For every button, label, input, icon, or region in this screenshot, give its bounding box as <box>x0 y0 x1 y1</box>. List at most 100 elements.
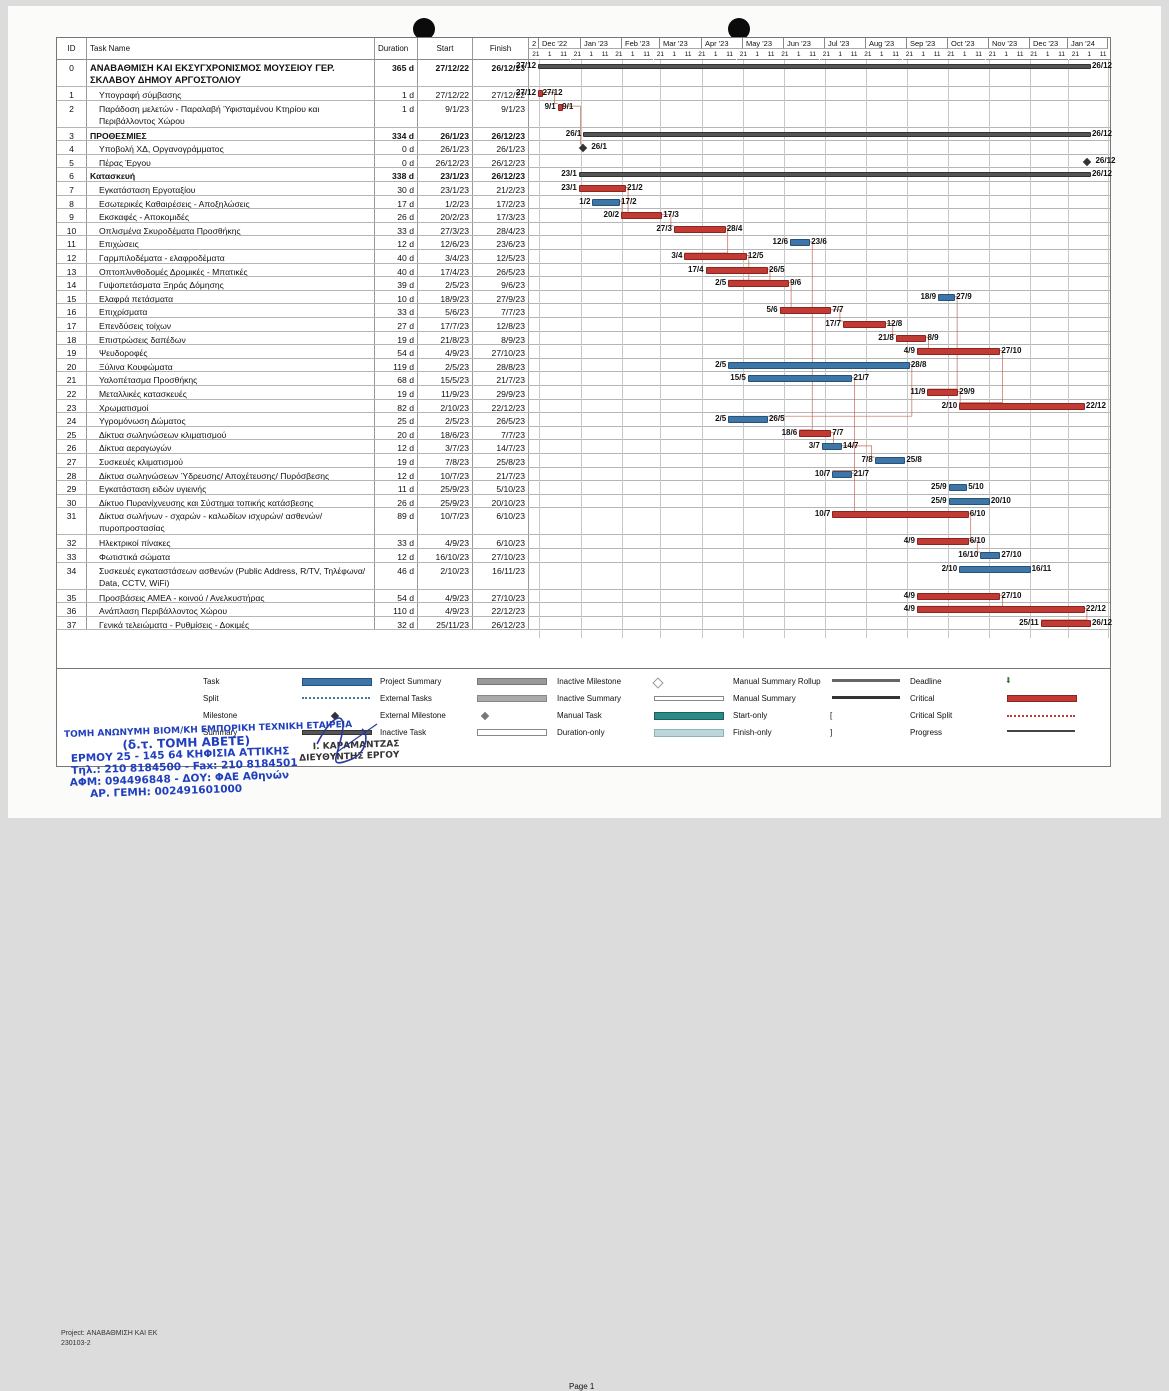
task-bar[interactable] <box>621 212 663 220</box>
task-finish: 21/7/23 <box>473 467 529 481</box>
table-row[interactable]: 0 ΑΝΑΒΑΘΜΙΣΗ ΚΑΙ ΕΚΣΥΓΧΡΟΝΙΣΜΟΣ ΜΟΥΣΕΙΟΥ … <box>57 60 1110 87</box>
table-row[interactable]: 21 Υαλοπέτασμα Προσθήκης 68 d 15/5/23 21/7/2… <box>57 372 1110 386</box>
task-id: 5 <box>57 154 87 168</box>
timescale-day: 1 <box>874 49 889 60</box>
task-bar[interactable] <box>959 565 1031 573</box>
table-row[interactable]: 26 Δίκτυα αεραγωγών 12 d 3/7/23 14/7/23 <box>57 440 1110 454</box>
task-bar[interactable] <box>790 239 811 247</box>
task-duration: 30 d <box>375 182 418 195</box>
summary-bar[interactable] <box>578 172 1091 178</box>
task-name: Παράδοση μελετών - Παραλαβή Ύφισταμένου … <box>87 100 375 127</box>
table-row[interactable]: 24 Υγρομόνωση Δώματος 25 d 2/5/23 26/5/23 <box>57 413 1110 427</box>
table-row[interactable]: 6 Κατασκευή 338 d 23/1/23 26/12/23 <box>57 168 1110 182</box>
table-row[interactable]: 7 Εγκατάσταση Εργοταξίου 30 d 23/1/23 21/2/2… <box>57 182 1110 196</box>
table-row[interactable]: 10 Οπλισμένα Σκυροδέματα Προσθήκης 33 d 27/… <box>57 222 1110 237</box>
table-row[interactable]: 34 Συσκευές εγκαταστάσεων ασθενών (Public… <box>57 562 1110 590</box>
table-row[interactable]: 9 Εκσκαφές - Αποκομιδές 26 d 20/2/23 17/3/23 <box>57 209 1110 223</box>
task-bar[interactable] <box>832 470 853 478</box>
task-name: Επιχώσεις <box>87 236 375 249</box>
table-row[interactable]: 8 Εσωτερικές Καθαιρέσεις - Αποξηλώσεις 17 … <box>57 195 1110 210</box>
task-bar[interactable] <box>916 592 1001 600</box>
task-bar[interactable] <box>842 321 886 328</box>
task-finish: 7/7/23 <box>473 304 529 317</box>
table-row[interactable]: 12 Γαρμπιλοδέματα - ελαφροδέματα 40 d 3/4/2… <box>57 250 1110 264</box>
task-bar[interactable] <box>980 552 1001 559</box>
bar-start-label: 27/3 <box>656 223 672 233</box>
task-bar[interactable] <box>728 280 790 288</box>
task-bar[interactable] <box>705 266 768 274</box>
task-start: 11/9/23 <box>418 386 473 399</box>
summary-bar[interactable] <box>538 64 1091 69</box>
table-row[interactable]: 2 Παράδοση μελετών - Παραλαβή Ύφισταμένου… <box>57 100 1110 128</box>
task-bar[interactable] <box>948 497 990 505</box>
task-bar[interactable] <box>799 429 832 437</box>
task-bar[interactable] <box>684 253 747 260</box>
task-start: 26/1/23 <box>418 141 473 154</box>
task-bar[interactable] <box>557 103 563 111</box>
table-row[interactable]: 37 Γενικά τελειώματα - Ρυθμίσεις - Δοκιμέ… <box>57 616 1110 631</box>
task-bar[interactable] <box>916 348 1001 356</box>
task-bar[interactable] <box>959 402 1085 410</box>
table-row[interactable]: 19 Ψευδοροφές 54 d 4/9/23 27/10/23 <box>57 345 1110 359</box>
table-row[interactable]: 31 Δίκτυα σωλήνων - σχαρών - καλωδίων ισχ… <box>57 508 1110 536</box>
task-bar[interactable] <box>916 606 1085 614</box>
table-row[interactable]: 32 Ηλεκτρικοί πίνακες 33 d 4/9/23 6/10/23 <box>57 535 1110 549</box>
task-bar[interactable] <box>779 307 832 315</box>
task-bar[interactable] <box>948 484 968 492</box>
task-bar[interactable] <box>938 293 956 301</box>
bar-start-label: 26/1 <box>565 128 582 138</box>
table-row[interactable]: 25 Δίκτυα σωληνώσεων κλιματισμού 20 d 18/6/… <box>57 426 1110 441</box>
bar-start-label: 18/6 <box>781 427 798 437</box>
table-row[interactable]: 14 Γυψοπετάσματα Ξηράς Δόμησης 39 d 2/5/23 9… <box>57 277 1110 291</box>
table-row[interactable]: 23 Χρωματισμοί 82 d 2/10/23 22/12/23 <box>57 399 1110 414</box>
timescale-day: 11 <box>722 49 737 60</box>
task-bar[interactable] <box>673 225 726 233</box>
table-row[interactable]: 16 Επιχρίσματα 33 d 5/6/23 7/7/23 <box>57 304 1110 318</box>
milestone-marker[interactable] <box>1083 157 1092 167</box>
task-duration: 54 d <box>375 589 418 603</box>
table-row[interactable]: 30 Δίκτυο Πυρανίχνευσης και Σύστημα τοπικ… <box>57 494 1110 509</box>
table-row[interactable]: 29 Εγκατάσταση ειδών υγιεινής 11 d 25/9/23 5… <box>57 481 1110 495</box>
table-row[interactable]: 1 Υπογραφή σύμβασης 1 d 27/12/22 27/12/22 <box>57 87 1110 101</box>
task-bar[interactable] <box>578 185 627 192</box>
table-row[interactable]: 4 Υποβολή ΧΔ, Οργανογράμματος 0 d 26/1/23 26… <box>57 141 1110 155</box>
table-row[interactable]: 17 Επενδύσεις τοίχων 27 d 17/7/23 12/8/23 <box>57 318 1110 332</box>
timescale-day: 21 <box>778 49 792 60</box>
task-bar[interactable] <box>821 443 842 451</box>
table-row[interactable]: 18 Επιστρώσεις δαπέδων 19 d 21/8/23 8/9/23 <box>57 331 1110 346</box>
table-row[interactable]: 28 Δίκτυα σωληνώσεων Ύδρευσης/ Αποχέτευση… <box>57 467 1110 482</box>
col-header-duration: Duration <box>375 38 418 60</box>
task-bar[interactable] <box>916 538 969 546</box>
task-bar[interactable] <box>747 375 853 383</box>
table-row[interactable]: 20 Ξύλινα Κουφώματα 119 d 2/5/23 28/8/23 <box>57 358 1110 373</box>
timescale-day: 1 <box>833 49 848 60</box>
table-row[interactable]: 11 Επιχώσεις 12 d 12/6/23 23/6/23 <box>57 236 1110 250</box>
task-id: 0 <box>57 60 87 86</box>
task-bar[interactable] <box>592 198 621 206</box>
table-row[interactable]: 36 Ανάπλαση Περιβάλλοντος Χώρου 110 d 4/9/2… <box>57 603 1110 617</box>
table-row[interactable]: 3 ΠΡΟΘΕΣΜΙΕΣ 334 d 26/1/23 26/12/23 <box>57 127 1110 142</box>
table-row[interactable]: 5 Πέρας Έργου 0 d 26/12/23 26/12/23 <box>57 154 1110 169</box>
legend-split: Split <box>203 694 219 703</box>
task-duration: 39 d <box>375 277 418 290</box>
task-bar[interactable] <box>895 334 927 342</box>
table-row[interactable]: 22 Μεταλλικές κατασκευές 19 d 11/9/23 29/9/2… <box>57 386 1110 400</box>
task-finish: 27/10/23 <box>473 589 529 603</box>
table-row[interactable]: 27 Συσκευές κλιματισμού 19 d 7/8/23 25/8/23 <box>57 454 1110 468</box>
task-bar[interactable] <box>728 416 768 424</box>
task-bar[interactable] <box>874 457 906 464</box>
task-bar[interactable] <box>728 361 910 369</box>
table-row[interactable]: 13 Οπτοπλινθοδομές Δρομικές - Μπατικές 40 … <box>57 263 1110 278</box>
task-id: 11 <box>57 236 87 249</box>
task-bar[interactable] <box>538 90 544 97</box>
task-bar[interactable] <box>1040 619 1091 627</box>
task-bar[interactable] <box>832 511 969 519</box>
bar-start-label: 21/8 <box>878 332 894 342</box>
table-row[interactable]: 33 Φωτιστικά σώματα 12 d 16/10/23 27/10/23 <box>57 549 1110 563</box>
project-info: Project: ΑΝΑΒΑΘΜΙΣΗ ΚΑΙ ΕΚ 230103-2 <box>61 1329 157 1349</box>
summary-bar[interactable] <box>583 131 1091 137</box>
table-row[interactable]: 15 Ελαφρά πετάσματα 10 d 18/9/23 27/9/23 <box>57 290 1110 305</box>
task-bar[interactable] <box>927 389 959 396</box>
table-row[interactable]: 35 Προσβάσεις ΑΜΕΑ - κοινού / Ανελκυστήρα… <box>57 589 1110 604</box>
timescale-day: 11 <box>556 49 571 60</box>
